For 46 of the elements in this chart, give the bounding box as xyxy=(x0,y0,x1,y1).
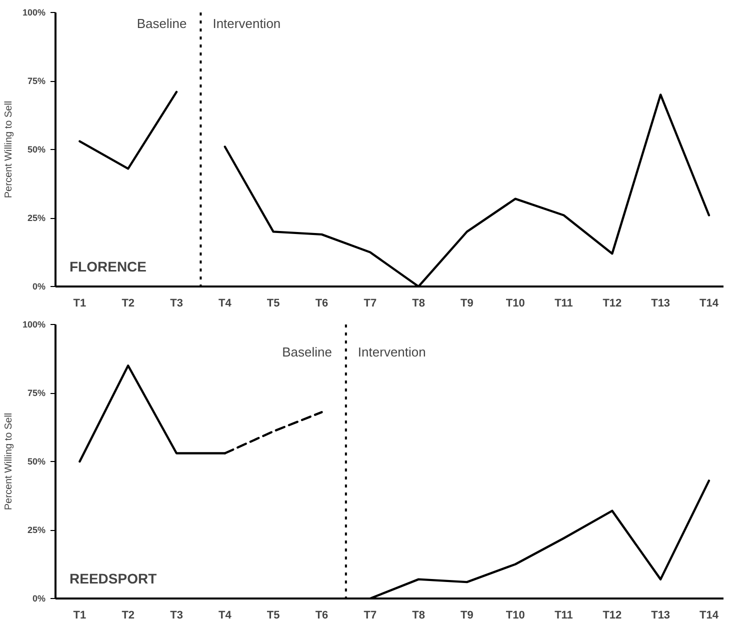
y-tick-label: 50% xyxy=(27,456,46,466)
x-tick-label: T5 xyxy=(266,298,280,310)
x-tick-label: T8 xyxy=(412,298,425,310)
annotation: REEDSPORT xyxy=(70,570,158,586)
y-tick-label: 75% xyxy=(27,76,46,86)
x-tick-label: T13 xyxy=(651,298,670,310)
annotation: FLORENCE xyxy=(70,258,146,274)
x-tick-label: T4 xyxy=(218,298,232,310)
x-tick-label: T10 xyxy=(506,298,525,310)
x-tick-label: T14 xyxy=(700,610,720,622)
x-tick-label: T8 xyxy=(412,610,425,622)
x-tick-label: T13 xyxy=(651,610,670,622)
x-tick-label: T7 xyxy=(364,298,377,310)
x-tick-label: T6 xyxy=(315,610,328,622)
x-tick-label: T2 xyxy=(122,298,135,310)
x-tick-label: T3 xyxy=(170,610,183,622)
x-tick-label: T14 xyxy=(700,298,720,310)
y-tick-label: 25% xyxy=(27,213,46,223)
x-tick-label: T7 xyxy=(364,610,377,622)
annotation: Baseline xyxy=(282,344,332,360)
y-axis-title: Percent Willing to Sell xyxy=(3,100,14,198)
y-tick-label: 0% xyxy=(32,282,46,292)
y-axis-title: Percent Willing to Sell xyxy=(3,412,14,510)
annotation: Intervention xyxy=(212,16,281,31)
x-tick-label: T3 xyxy=(170,298,183,310)
y-tick-label: 100% xyxy=(22,320,46,330)
y-tick-label: 50% xyxy=(27,144,46,154)
x-tick-label: T6 xyxy=(315,298,328,310)
x-tick-label: T10 xyxy=(506,610,525,622)
x-tick-label: T1 xyxy=(73,610,86,622)
annotation: Baseline xyxy=(136,16,187,31)
x-tick-label: T1 xyxy=(73,298,86,310)
y-tick-label: 0% xyxy=(32,594,46,604)
y-tick-label: 100% xyxy=(22,8,46,18)
x-tick-label: T9 xyxy=(460,610,474,622)
x-tick-label: T2 xyxy=(122,610,135,622)
x-tick-label: T12 xyxy=(602,298,622,310)
y-tick-label: 25% xyxy=(27,525,46,535)
x-tick-label: T11 xyxy=(554,298,573,310)
x-tick-label: T11 xyxy=(554,610,573,622)
y-tick-label: 75% xyxy=(27,388,46,398)
x-tick-label: T4 xyxy=(218,610,232,622)
annotation: Intervention xyxy=(358,344,426,360)
x-tick-label: T5 xyxy=(266,610,280,622)
x-tick-label: T9 xyxy=(460,298,474,310)
x-tick-label: T12 xyxy=(602,610,622,622)
